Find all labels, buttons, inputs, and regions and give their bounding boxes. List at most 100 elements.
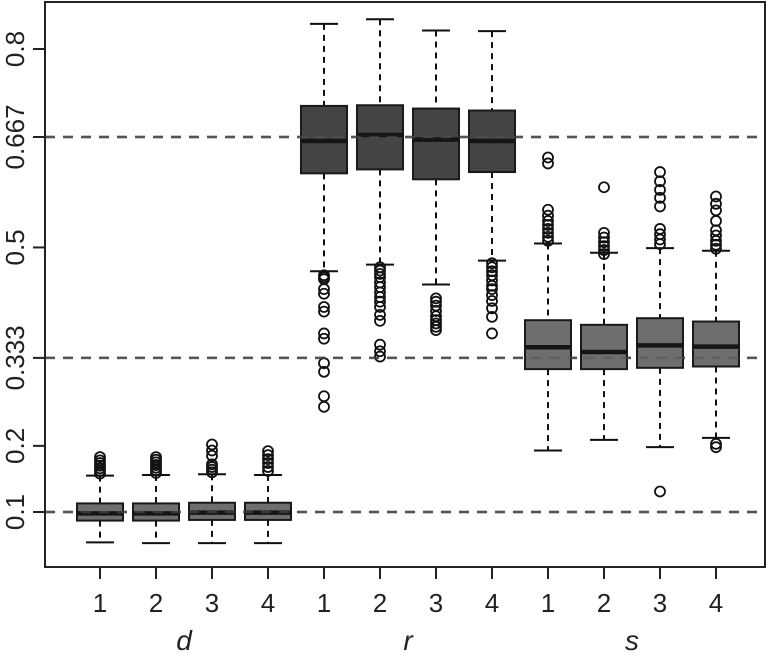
outlier-point (710, 197, 722, 210)
outlier-point (542, 157, 554, 170)
outlier-point (206, 458, 218, 471)
outlier-point (318, 327, 330, 340)
outlier-point (542, 151, 554, 164)
outlier-point (374, 301, 386, 313)
outlier-point (318, 305, 330, 318)
outlier-point (318, 287, 330, 300)
outlier-point (598, 226, 610, 239)
outlier-point (710, 437, 722, 450)
outlier-point (542, 209, 554, 222)
outlier-point (374, 295, 386, 308)
outlier-point (262, 461, 274, 473)
y-tick-label: 0.1 (0, 494, 30, 530)
x-tick-label: 4 (261, 588, 275, 618)
iqr-box (692, 320, 740, 368)
x-tick-label: 2 (597, 588, 611, 618)
x-tick-label: 1 (541, 588, 555, 618)
outlier-point (374, 309, 386, 321)
outlier-point (430, 324, 442, 337)
outlier-point (94, 454, 106, 467)
outlier-point (206, 444, 218, 457)
outlier-point (374, 264, 386, 277)
outlier-point (374, 338, 386, 351)
y-tick-label: 0.667 (0, 104, 30, 169)
outlier-point (318, 400, 330, 413)
outlier-point (262, 453, 274, 465)
box-r-1 (300, 22, 348, 413)
iqr-box (524, 319, 572, 371)
box-series (45, 18, 765, 545)
outlier-point (542, 215, 554, 227)
iqr-box (412, 107, 460, 181)
outlier-point (486, 289, 498, 301)
outlier-point (318, 283, 330, 296)
x-tick-label: 1 (93, 588, 107, 618)
box-d-2 (132, 451, 180, 545)
outlier-point (318, 269, 330, 282)
outlier-point (262, 457, 274, 469)
iqr-box (580, 323, 628, 371)
outlier-point (598, 231, 610, 244)
outlier-point (430, 292, 442, 305)
outlier-point (598, 240, 610, 253)
y-tick-label: 0.8 (0, 31, 30, 67)
outlier-point (486, 257, 498, 270)
group-label-r: r (403, 625, 414, 655)
box-r-4 (468, 30, 516, 340)
box-d-1 (76, 451, 124, 544)
y-tick-label: 0.2 (0, 428, 30, 464)
outlier-point (486, 274, 498, 287)
x-tick-label: 4 (709, 588, 723, 618)
iqr-box (636, 317, 684, 369)
outlier-point (206, 438, 218, 451)
box-r-3 (412, 29, 460, 337)
outlier-point (150, 451, 162, 464)
outlier-point (486, 295, 498, 307)
outlier-point (710, 190, 722, 203)
outlier-point (318, 332, 330, 345)
box-s-4 (692, 190, 740, 454)
outlier-point (710, 242, 722, 255)
outlier-point (654, 228, 666, 241)
outlier-point (486, 261, 498, 274)
y-tick-label: 0.333 (0, 325, 30, 390)
x-tick-label: 3 (653, 588, 667, 618)
outlier-point (486, 310, 498, 323)
outlier-point (262, 465, 274, 477)
x-tick-label: 1 (317, 588, 331, 618)
outlier-point (374, 314, 386, 327)
outlier-point (486, 283, 498, 296)
x-tick-label: 3 (205, 588, 219, 618)
box-s-3 (636, 166, 684, 498)
outlier-point (598, 244, 610, 256)
outlier-point (710, 229, 722, 242)
outlier-point (654, 485, 666, 498)
box-r-2 (356, 18, 404, 363)
group-label-s: s (625, 625, 639, 655)
outlier-point (374, 267, 386, 280)
outlier-point (654, 166, 666, 178)
outlier-point (262, 449, 274, 462)
box-s-2 (580, 181, 628, 441)
outlier-point (318, 390, 330, 403)
group-label-d: d (176, 625, 193, 655)
outlier-point (94, 451, 106, 464)
outlier-point (374, 345, 386, 358)
x-axis: 1 2 3 4 d 1 2 3 4 r 1 2 3 4 s (93, 567, 723, 655)
box-d-4 (244, 445, 292, 545)
outlier-point (654, 183, 666, 196)
outlier-point (318, 365, 330, 378)
outlier-point (542, 223, 554, 235)
x-tick-label: 4 (485, 588, 499, 618)
outlier-point (710, 441, 722, 454)
outlier-point (598, 248, 610, 260)
outlier-point (654, 200, 666, 213)
box-d-3 (188, 438, 236, 545)
outlier-point (206, 449, 218, 462)
outlier-point (542, 234, 554, 247)
outlier-point (430, 320, 442, 333)
outlier-point (654, 223, 666, 235)
x-tick-label: 2 (373, 588, 387, 618)
outlier-point (542, 226, 554, 239)
